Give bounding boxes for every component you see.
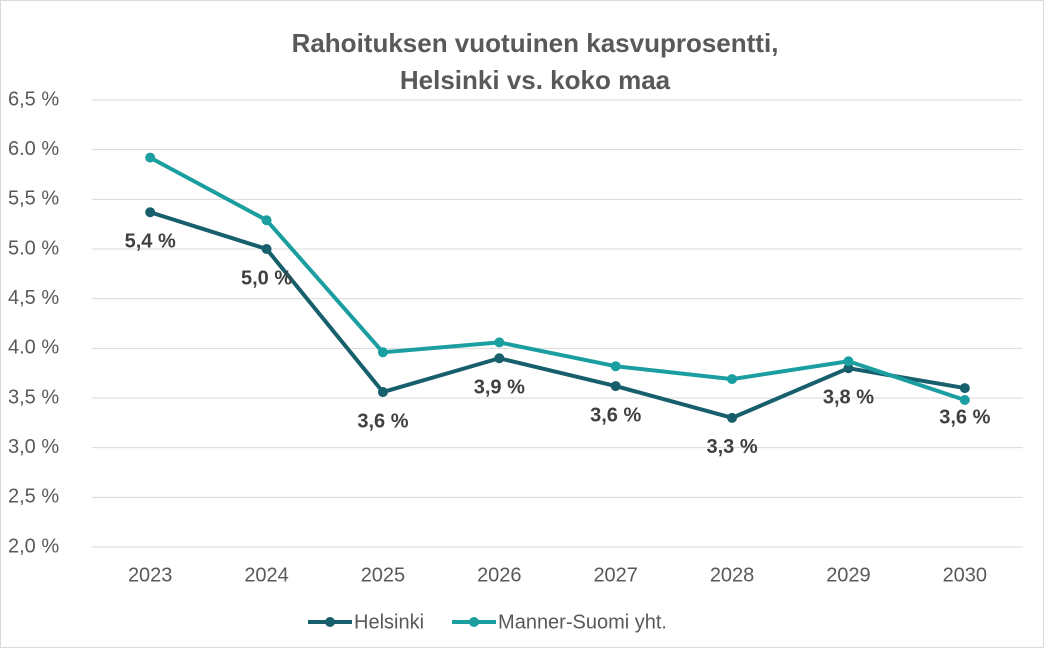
y-tick-label: 3,0 % xyxy=(8,436,59,458)
x-tick-label: 2028 xyxy=(710,564,755,586)
y-tick-label: 5.0 % xyxy=(8,237,59,259)
series-line xyxy=(149,155,966,402)
x-tick-label: 2026 xyxy=(477,564,522,586)
x-tick-label: 2023 xyxy=(128,564,173,586)
y-tick-label: 4,5 % xyxy=(8,287,59,309)
y-tick-label: 6.0 % xyxy=(8,138,59,160)
point xyxy=(145,152,156,163)
point xyxy=(727,412,738,423)
data-label: 3,9 % xyxy=(474,377,525,399)
point xyxy=(377,347,388,358)
chart-title: Rahoituksen vuotuinen kasvuprosentti, xyxy=(292,28,779,58)
point xyxy=(843,363,854,374)
point xyxy=(494,353,505,364)
x-tick-label: 2025 xyxy=(361,564,406,586)
data-label: 5,4 % xyxy=(125,231,176,253)
point xyxy=(610,361,621,372)
legend-label: Manner-Suomi yht. xyxy=(498,611,667,633)
data-label: 3,6 % xyxy=(357,410,408,432)
point xyxy=(843,356,854,367)
y-tick-label: 2,0 % xyxy=(8,535,59,557)
legend-label: Helsinki xyxy=(354,611,424,633)
x-tick-label: 2030 xyxy=(943,564,988,586)
point xyxy=(959,394,970,405)
x-tick-label: 2027 xyxy=(593,564,638,586)
point xyxy=(261,244,272,254)
y-tick-label: 2,5 % xyxy=(8,486,59,508)
y-tick-label: 5,5 % xyxy=(8,188,59,210)
point xyxy=(261,215,272,226)
point xyxy=(145,207,156,218)
data-label: 3,8 % xyxy=(823,386,874,408)
point xyxy=(377,387,388,398)
point xyxy=(959,383,970,394)
point xyxy=(610,381,621,392)
point xyxy=(494,337,505,348)
y-tick-label: 3,5 % xyxy=(8,386,59,408)
data-label: 3,6 % xyxy=(939,406,990,428)
y-tick-label: 6,5 % xyxy=(8,88,59,110)
series-line xyxy=(149,210,966,420)
data-label: 3,3 % xyxy=(706,436,757,458)
x-tick-label: 2024 xyxy=(244,564,289,586)
y-tick-label: 4.0 % xyxy=(8,337,59,359)
legend-marker xyxy=(325,617,335,627)
x-tick-label: 2029 xyxy=(826,564,871,586)
point xyxy=(727,374,738,385)
legend-marker xyxy=(469,617,480,627)
chart-title: Helsinki vs. koko maa xyxy=(400,65,671,95)
data-label: 3,6 % xyxy=(590,404,641,426)
data-label: 5,0 % xyxy=(241,267,292,289)
